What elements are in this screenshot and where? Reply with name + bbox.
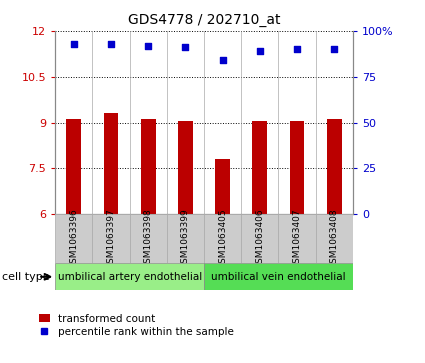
Text: GSM1063396: GSM1063396 [69,208,78,269]
Point [108,41,114,46]
Bar [215,159,230,214]
Legend: transformed count, percentile rank within the sample: transformed count, percentile rank withi… [39,314,234,337]
Bar [178,121,193,214]
Text: GSM1063399: GSM1063399 [181,208,190,269]
Bar [204,214,241,263]
Point [182,44,189,50]
Text: GSM1063398: GSM1063398 [144,208,153,269]
Bar [204,263,353,290]
Text: umbilical vein endothelial: umbilical vein endothelial [211,272,346,282]
Point [145,42,152,48]
Title: GDS4778 / 202710_at: GDS4778 / 202710_at [128,13,280,27]
Point [256,48,263,54]
Text: umbilical artery endothelial: umbilical artery endothelial [57,272,202,282]
Bar [141,119,156,214]
Text: GSM1063397: GSM1063397 [107,208,116,269]
Bar [278,214,315,263]
Bar [104,113,119,214]
Bar [55,263,204,290]
Bar [167,214,204,263]
Bar [66,119,81,214]
Text: GSM1063406: GSM1063406 [255,208,264,269]
Text: GSM1063408: GSM1063408 [330,208,339,269]
Text: GSM1063405: GSM1063405 [218,208,227,269]
Text: GSM1063407: GSM1063407 [292,208,301,269]
Bar [55,214,92,263]
Bar [252,121,267,214]
Point [294,46,300,52]
Point [219,57,226,63]
Text: cell type: cell type [2,272,50,282]
Bar [289,121,304,214]
Bar [315,214,353,263]
Bar [130,214,167,263]
Point [331,46,337,52]
Point [71,41,77,46]
Bar [241,214,278,263]
Bar [92,214,130,263]
Bar [327,119,342,214]
